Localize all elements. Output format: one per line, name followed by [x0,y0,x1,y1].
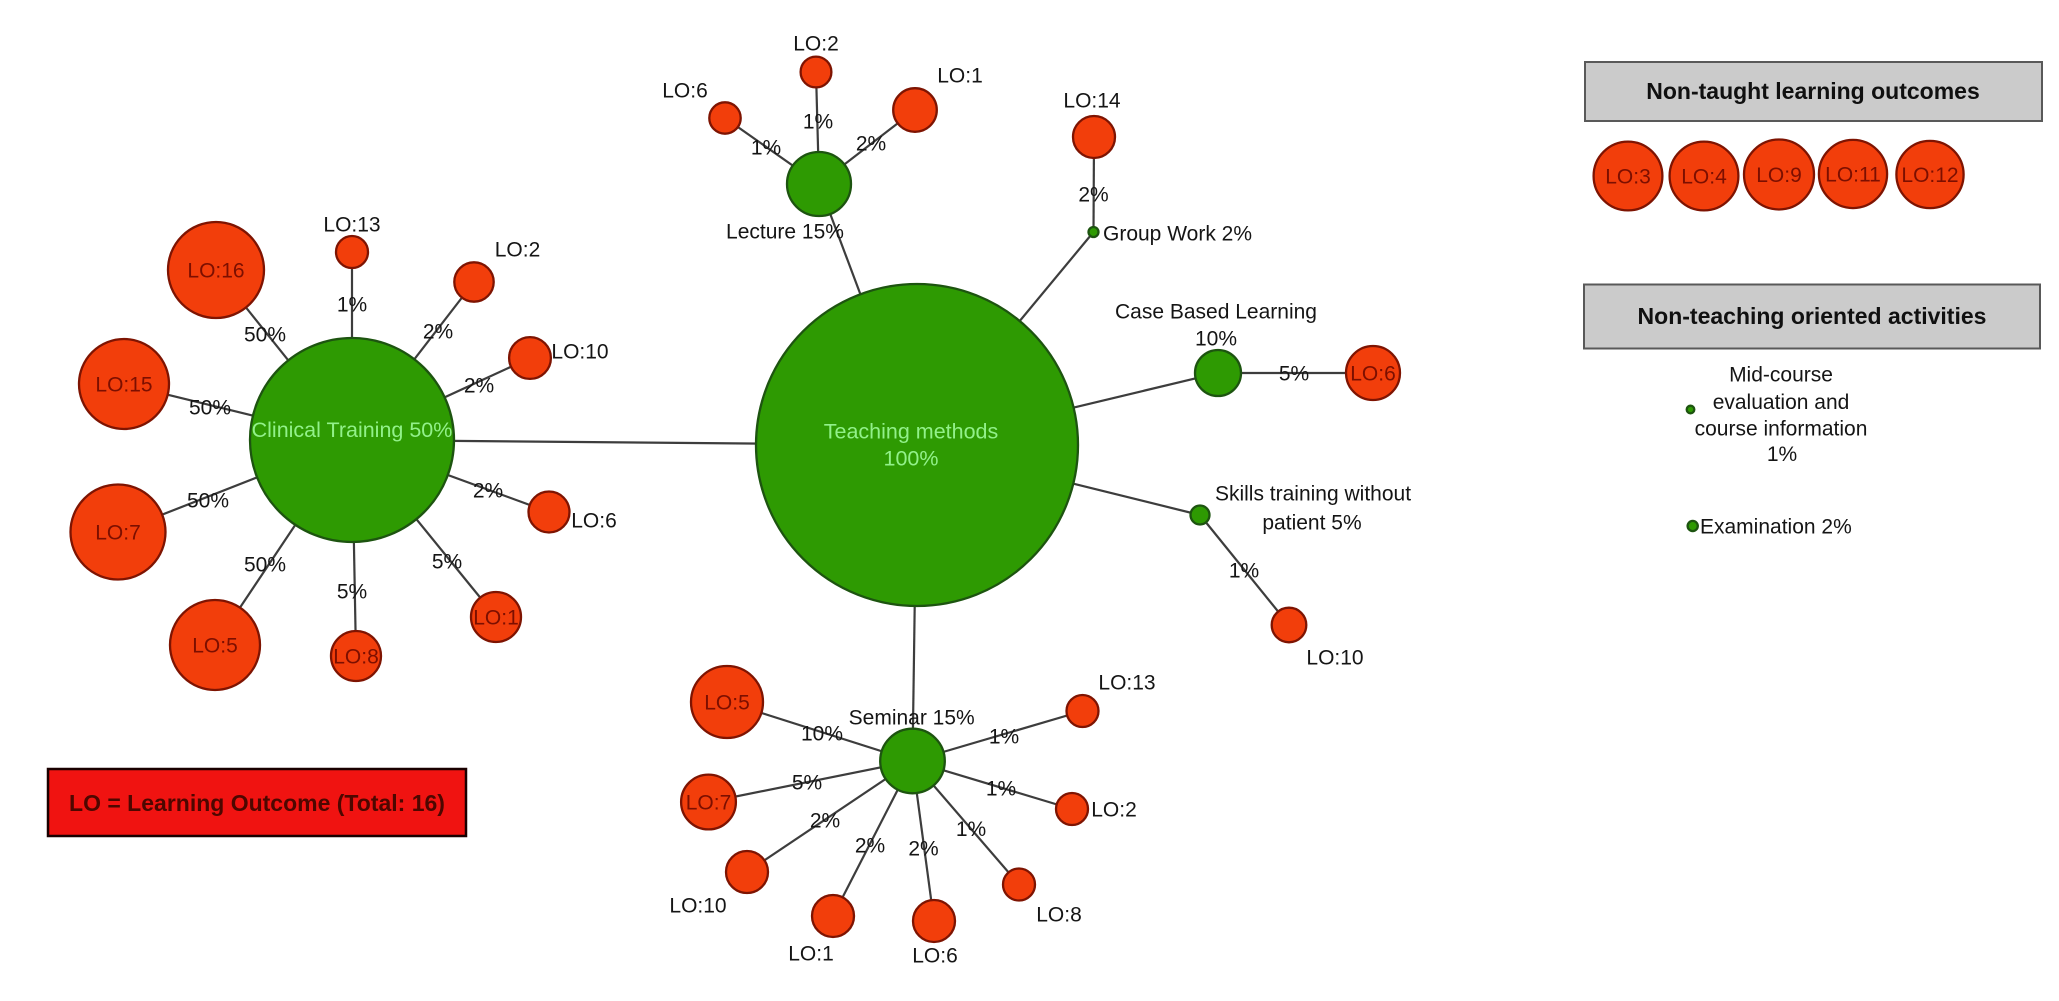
svg-text:LO:10: LO:10 [669,894,726,917]
svg-text:LO:2: LO:2 [495,238,541,261]
svg-text:patient 5%: patient 5% [1262,511,1361,534]
svg-text:Skills training without: Skills training without [1215,482,1411,505]
svg-text:2%: 2% [423,320,453,343]
svg-text:2%: 2% [464,374,494,397]
svg-text:50%: 50% [244,323,286,346]
svg-text:LO:2: LO:2 [1091,798,1137,821]
svg-text:2%: 2% [855,834,885,857]
svg-text:50%: 50% [244,553,286,576]
svg-text:Non-taught learning outcomes: Non-taught learning outcomes [1646,78,1980,104]
svg-text:LO:16: LO:16 [187,259,244,282]
svg-text:LO:11: LO:11 [1825,163,1881,186]
svg-text:Seminar 15%: Seminar 15% [849,706,975,729]
svg-text:LO:12: LO:12 [1901,164,1958,187]
svg-text:5%: 5% [337,580,367,603]
svg-text:100%: 100% [884,447,939,471]
svg-text:LO:3: LO:3 [1605,165,1651,188]
svg-text:50%: 50% [187,489,229,512]
svg-text:LO:9: LO:9 [1756,164,1802,187]
svg-text:5%: 5% [1279,362,1309,385]
svg-text:evaluation and: evaluation and [1713,391,1850,414]
svg-text:Lecture 15%: Lecture 15% [726,220,844,243]
svg-text:1%: 1% [1767,443,1797,466]
svg-text:2%: 2% [473,479,503,502]
svg-text:Examination 2%: Examination 2% [1700,515,1852,538]
svg-text:2%: 2% [908,837,938,860]
svg-text:10%: 10% [1195,327,1237,350]
svg-text:LO:10: LO:10 [551,340,608,363]
svg-text:LO:4: LO:4 [1681,165,1727,188]
svg-text:1%: 1% [751,136,781,159]
svg-text:LO:10: LO:10 [1306,646,1363,669]
svg-text:LO = Learning Outcome (Total:: LO = Learning Outcome (Total: 16) [69,790,445,816]
svg-text:1%: 1% [989,725,1019,748]
svg-text:LO:5: LO:5 [704,691,750,714]
svg-text:LO:1: LO:1 [473,606,519,629]
svg-text:1%: 1% [803,110,833,133]
svg-text:LO:7: LO:7 [686,791,732,814]
svg-text:5%: 5% [792,771,822,794]
svg-text:course information: course information [1695,417,1868,440]
svg-text:LO:1: LO:1 [788,942,834,965]
svg-text:LO:13: LO:13 [323,213,380,236]
svg-text:LO:14: LO:14 [1063,89,1121,112]
svg-text:LO:15: LO:15 [95,373,152,396]
svg-text:1%: 1% [986,777,1016,800]
svg-text:Teaching methods: Teaching methods [824,420,999,444]
svg-text:Non-teaching oriented activiti: Non-teaching oriented activities [1638,303,1987,329]
svg-text:Case Based Learning: Case Based Learning [1115,300,1317,323]
svg-text:1%: 1% [337,293,367,316]
svg-text:50%: 50% [189,396,231,419]
svg-text:LO:6: LO:6 [662,79,708,102]
svg-text:1%: 1% [956,818,986,841]
svg-text:LO:6: LO:6 [1350,362,1396,385]
svg-text:2%: 2% [1078,183,1108,206]
svg-text:LO:13: LO:13 [1098,671,1155,694]
svg-text:LO:8: LO:8 [333,645,379,668]
svg-text:LO:5: LO:5 [192,634,238,657]
svg-text:Clinical Training 50%: Clinical Training 50% [252,418,453,442]
svg-text:LO:8: LO:8 [1036,903,1082,926]
svg-text:LO:2: LO:2 [793,32,839,55]
svg-text:2%: 2% [810,809,840,832]
svg-text:LO:6: LO:6 [912,944,958,967]
svg-text:LO:1: LO:1 [937,64,983,87]
svg-text:LO:7: LO:7 [95,521,141,544]
svg-text:10%: 10% [801,722,843,745]
svg-text:5%: 5% [432,550,462,573]
svg-text:1%: 1% [1229,559,1259,582]
svg-text:2%: 2% [856,132,886,155]
svg-text:LO:6: LO:6 [571,509,617,532]
svg-text:Group Work 2%: Group Work 2% [1103,222,1252,245]
svg-text:Mid-course: Mid-course [1729,363,1833,386]
